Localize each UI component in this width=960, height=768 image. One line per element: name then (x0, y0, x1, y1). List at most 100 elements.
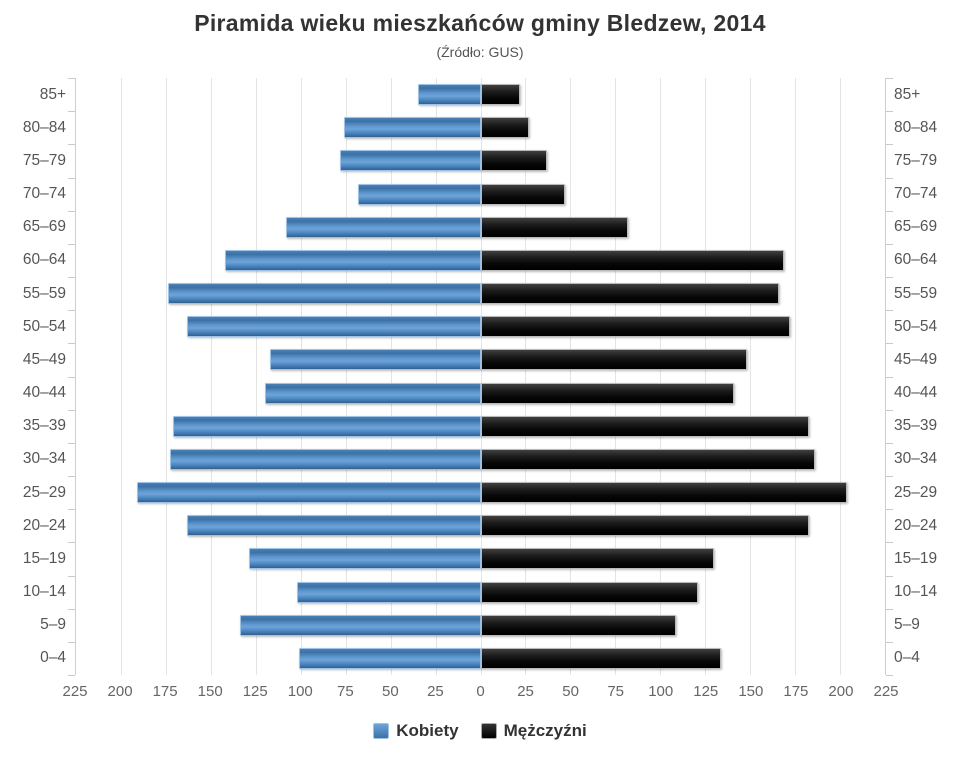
axis-tick (886, 277, 893, 278)
gridline (435, 78, 437, 675)
age-label-right-15–19: 15–19 (894, 549, 938, 567)
x-axis-label: 175 (152, 683, 178, 700)
axis-tick (68, 641, 75, 643)
male-bar-75–79 (480, 150, 548, 172)
female-bar-60–64 (225, 249, 481, 271)
axis-tick (886, 608, 893, 610)
x-axis-label: 0 (476, 683, 485, 700)
male-bar-50–54 (480, 316, 790, 338)
gridline (705, 78, 707, 675)
age-label-left-85+: 85+ (39, 85, 66, 103)
pyramid-row-0–4 (76, 642, 885, 675)
female-bar-65–69 (286, 216, 481, 238)
female-bar-85+ (417, 84, 481, 105)
pyramid-row-55–59 (76, 277, 885, 310)
female-bar-55–59 (167, 283, 481, 304)
chart-title: Piramida wieku mieszkańców gminy Bledzew… (194, 10, 766, 36)
x-axis-label: 75 (607, 683, 624, 700)
pyramid-row-80–84 (76, 111, 885, 144)
gridline (840, 78, 842, 675)
female-bar-10–14 (297, 581, 481, 603)
gridline (390, 78, 392, 675)
male-bar-25–29 (480, 482, 848, 503)
axis-tick (886, 675, 893, 676)
male-bar-85+ (480, 84, 521, 105)
legend: Kobiety Mężczyźni (0, 721, 960, 741)
axis-tick (68, 608, 75, 610)
axis-tick (68, 442, 75, 444)
x-axis-label: 150 (738, 683, 764, 700)
x-axis-label: 125 (693, 683, 719, 700)
x-axis-label: 50 (382, 683, 399, 700)
age-label-right-65–69: 65–69 (894, 218, 938, 236)
gridline (795, 78, 797, 675)
age-label-left-75–79: 75–79 (22, 151, 66, 169)
age-label-left-55–59: 55–59 (22, 284, 66, 302)
male-bar-40–44 (480, 382, 734, 404)
age-label-right-30–34: 30–34 (894, 450, 938, 468)
axis-tick (886, 78, 893, 79)
age-label-left-5–9: 5–9 (40, 616, 66, 634)
x-axis-label: 175 (783, 683, 809, 700)
female-bar-0–4 (298, 647, 481, 669)
axis-tick (68, 310, 75, 312)
age-label-right-10–14: 10–14 (894, 583, 938, 601)
axis-tick (68, 376, 75, 378)
chart-subtitle: (Źródło: GUS) (436, 44, 524, 60)
age-label-left-15–19: 15–19 (22, 549, 66, 567)
age-label-left-10–14: 10–14 (22, 583, 66, 601)
x-axis-label: 25 (427, 683, 444, 700)
pyramid-row-45–49 (76, 343, 885, 376)
x-axis-label: 225 (62, 683, 88, 700)
pyramid-row-85+ (76, 78, 885, 111)
axis-tick (68, 675, 75, 676)
pyramid-row-75–79 (76, 144, 885, 177)
female-bar-70–74 (358, 183, 481, 205)
x-axis-label: 225 (873, 683, 899, 700)
gridline (300, 78, 302, 675)
pyramid-row-25–29 (76, 476, 885, 509)
female-bar-50–54 (187, 316, 481, 338)
axis-tick (886, 210, 893, 212)
male-bar-5–9 (480, 614, 677, 636)
age-label-right-45–49: 45–49 (894, 350, 938, 368)
x-axis-label: 75 (336, 683, 354, 700)
axis-tick (68, 111, 75, 113)
male-bar-70–74 (480, 183, 565, 205)
female-bar-30–34 (169, 448, 481, 470)
age-label-left-25–29: 25–29 (22, 483, 66, 501)
axis-tick (68, 509, 75, 511)
age-label-left-60–64: 60–64 (22, 251, 66, 269)
pyramid-row-50–54 (76, 310, 885, 343)
age-label-left-45–49: 45–49 (22, 350, 66, 368)
age-label-left-80–84: 80–84 (22, 118, 66, 136)
x-axis-label: 200 (828, 683, 854, 700)
axis-tick (68, 476, 75, 477)
pyramid-row-40–44 (76, 377, 885, 410)
x-axis-label: 100 (287, 683, 313, 700)
pyramid-row-65–69 (76, 211, 885, 244)
legend-item-male[interactable]: Mężczyźni (480, 721, 587, 741)
female-bar-5–9 (239, 614, 481, 636)
age-label-right-60–64: 60–64 (894, 251, 938, 269)
female-bar-80–84 (343, 117, 481, 139)
gridline (345, 78, 347, 675)
male-bar-60–64 (480, 249, 785, 271)
age-label-right-50–54: 50–54 (894, 317, 938, 335)
gridline (660, 78, 662, 675)
age-label-right-25–29: 25–29 (894, 483, 938, 501)
x-axis-label: 200 (107, 683, 133, 700)
axis-tick (68, 277, 75, 278)
male-bar-15–19 (480, 548, 715, 570)
axis-tick (886, 575, 893, 577)
legend-item-female[interactable]: Kobiety (373, 721, 459, 741)
axis-tick (68, 409, 75, 411)
axis-tick (68, 144, 75, 146)
age-label-right-70–74: 70–74 (894, 185, 938, 203)
male-bar-10–14 (480, 581, 699, 603)
pyramid-row-70–74 (76, 178, 885, 211)
age-label-left-50–54: 50–54 (22, 317, 66, 335)
male-bar-55–59 (480, 283, 779, 304)
axis-tick (886, 144, 893, 146)
age-label-right-5–9: 5–9 (894, 616, 920, 634)
